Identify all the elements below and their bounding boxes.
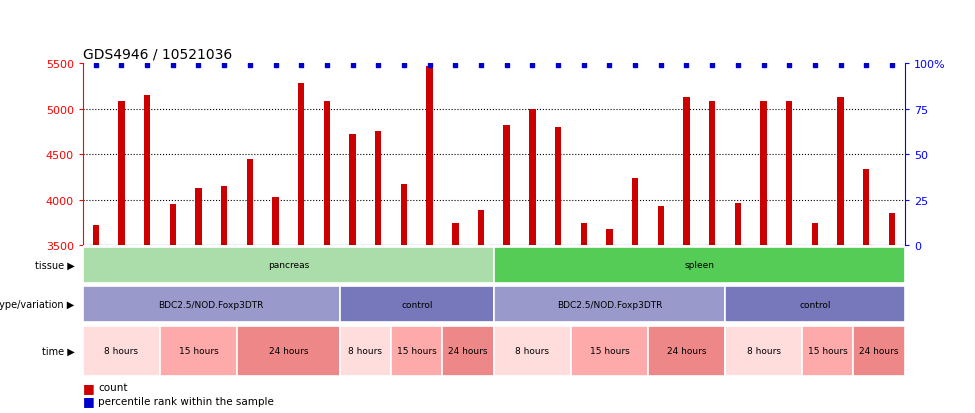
Text: control: control bbox=[401, 300, 433, 309]
Text: 24 hours: 24 hours bbox=[448, 347, 488, 356]
Text: control: control bbox=[800, 300, 831, 309]
Text: 24 hours: 24 hours bbox=[667, 347, 706, 356]
Bar bbox=[648, 326, 725, 376]
Bar bbox=[853, 326, 905, 376]
Text: BDC2.5/NOD.Foxp3DTR: BDC2.5/NOD.Foxp3DTR bbox=[557, 300, 662, 309]
Text: ■: ■ bbox=[83, 394, 95, 407]
Bar bbox=[571, 326, 648, 376]
Bar bbox=[83, 247, 494, 283]
Bar bbox=[272, 197, 279, 413]
Bar bbox=[298, 84, 304, 413]
Text: count: count bbox=[98, 382, 128, 392]
Text: 8 hours: 8 hours bbox=[516, 347, 549, 356]
Text: ■: ■ bbox=[83, 381, 95, 394]
Bar bbox=[324, 101, 331, 413]
Bar bbox=[812, 223, 818, 413]
Bar bbox=[683, 97, 689, 413]
Bar bbox=[494, 287, 725, 323]
Text: spleen: spleen bbox=[684, 261, 715, 270]
Text: 15 hours: 15 hours bbox=[397, 347, 437, 356]
Bar bbox=[494, 326, 571, 376]
Bar bbox=[503, 126, 510, 413]
Bar bbox=[426, 67, 433, 413]
Bar bbox=[349, 135, 356, 413]
Bar bbox=[478, 210, 485, 413]
Bar bbox=[339, 287, 493, 323]
Bar bbox=[391, 326, 443, 376]
Bar bbox=[725, 326, 802, 376]
Text: 8 hours: 8 hours bbox=[747, 347, 781, 356]
Text: 24 hours: 24 hours bbox=[859, 347, 899, 356]
Bar bbox=[529, 109, 535, 413]
Text: genotype/variation ▶: genotype/variation ▶ bbox=[0, 299, 75, 310]
Text: time ▶: time ▶ bbox=[42, 346, 75, 356]
Text: tissue ▶: tissue ▶ bbox=[35, 260, 75, 271]
Bar bbox=[375, 131, 381, 413]
Bar bbox=[863, 169, 870, 413]
Bar bbox=[452, 223, 458, 413]
Bar bbox=[144, 96, 150, 413]
Bar bbox=[221, 187, 227, 413]
Bar bbox=[709, 102, 716, 413]
Text: 8 hours: 8 hours bbox=[104, 347, 138, 356]
Bar bbox=[734, 204, 741, 413]
Bar bbox=[93, 226, 98, 413]
Text: BDC2.5/NOD.Foxp3DTR: BDC2.5/NOD.Foxp3DTR bbox=[159, 300, 264, 309]
Bar bbox=[83, 326, 160, 376]
Bar bbox=[760, 101, 766, 413]
Bar bbox=[170, 205, 175, 413]
Bar bbox=[802, 326, 853, 376]
Bar bbox=[657, 206, 664, 413]
Bar bbox=[889, 213, 895, 413]
Text: 15 hours: 15 hours bbox=[178, 347, 218, 356]
Bar bbox=[443, 326, 494, 376]
Bar bbox=[606, 229, 612, 413]
Bar bbox=[195, 188, 202, 413]
Bar bbox=[247, 159, 254, 413]
Bar bbox=[83, 287, 339, 323]
Text: 24 hours: 24 hours bbox=[268, 347, 308, 356]
Text: percentile rank within the sample: percentile rank within the sample bbox=[98, 396, 274, 406]
Bar bbox=[632, 178, 639, 413]
Bar bbox=[555, 128, 562, 413]
Text: 15 hours: 15 hours bbox=[590, 347, 629, 356]
Bar bbox=[118, 102, 125, 413]
Bar bbox=[401, 185, 408, 413]
Bar bbox=[786, 102, 793, 413]
Bar bbox=[838, 97, 843, 413]
Bar bbox=[237, 326, 339, 376]
Bar bbox=[725, 287, 905, 323]
Text: pancreas: pancreas bbox=[268, 261, 309, 270]
Text: GDS4946 / 10521036: GDS4946 / 10521036 bbox=[83, 47, 232, 62]
Text: 15 hours: 15 hours bbox=[808, 347, 847, 356]
Bar bbox=[494, 247, 905, 283]
Bar bbox=[580, 223, 587, 413]
Bar bbox=[339, 326, 391, 376]
Bar bbox=[160, 326, 237, 376]
Text: 8 hours: 8 hours bbox=[348, 347, 382, 356]
